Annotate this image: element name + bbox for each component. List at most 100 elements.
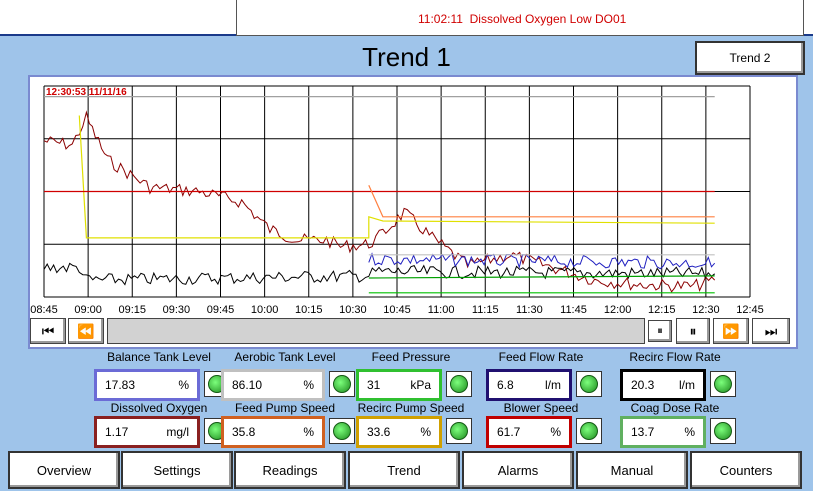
tab-readings[interactable]: Readings (234, 451, 346, 489)
reading-unit: % (178, 378, 189, 392)
reading-value: 35.8 (232, 425, 256, 439)
pause-icon: ⏸ (689, 322, 697, 339)
fast-forward-button[interactable]: ⏩ (713, 318, 749, 344)
reading-label: Feed Pressure (371, 350, 451, 364)
status-led-button[interactable] (710, 418, 736, 444)
reading-unit: mg/l (166, 425, 189, 439)
status-led-button[interactable] (329, 371, 355, 397)
status-led-icon (333, 375, 351, 393)
reading-value: 86.10 (232, 378, 263, 392)
reading-label: Recirc Pump Speed (357, 401, 465, 415)
reading-unit: % (303, 378, 314, 392)
x-tick-label: 11:00 (428, 304, 455, 316)
scroll-glyph: ⏸ (657, 324, 663, 337)
skip-to-end-icon: ⏭ (764, 322, 778, 339)
tab-manual[interactable]: Manual (576, 451, 688, 489)
reading-value: 13.7 (631, 425, 655, 439)
trend-plot: 08:45 09:00 09:15 09:30 09:45 10:00 10:15 10:30… (30, 85, 764, 316)
reading-value-box: 6.8 l/m (486, 369, 572, 401)
status-led-icon (333, 422, 351, 440)
reading-value-box: 17.83% (94, 369, 200, 401)
trend-scrollbar[interactable] (107, 318, 645, 344)
trend-series-line (43, 262, 716, 286)
trend-chart: 08:45 09:00 09:15 09:30 09:45 10:00 10:15 10:30… (28, 75, 798, 349)
reading-value: 20.3 (631, 378, 655, 392)
x-tick-label: 12:00 (604, 304, 632, 316)
trend-series-line (368, 275, 715, 279)
scroll-thumb[interactable]: ⏸ (648, 320, 672, 342)
status-led-button[interactable] (710, 371, 736, 397)
trend-series-line (368, 184, 715, 218)
status-led-icon (580, 422, 598, 440)
reading-value-box: 86.10% (221, 369, 325, 401)
status-led-icon (714, 422, 732, 440)
status-led-icon (450, 375, 468, 393)
reading-label: Balance Tank Level (107, 350, 211, 364)
status-led-button[interactable] (446, 418, 472, 444)
trend-timestamp: 12:30:53 11/11/16 (46, 87, 127, 98)
skip-to-start-button[interactable]: ⏮ (30, 318, 66, 344)
reading-unit: l/m (545, 378, 561, 392)
reading-value: 31 (367, 378, 381, 392)
trend2-button[interactable]: Trend 2 (695, 41, 805, 75)
status-led-button[interactable] (446, 371, 472, 397)
reading-value: 6.8 (497, 378, 514, 392)
reading-value-box: 31 kPa (356, 369, 442, 401)
x-tick-label: 10:30 (339, 304, 367, 316)
reading-unit: % (420, 425, 431, 439)
trend-series-line (43, 110, 716, 293)
reading-label: Dissolved Oxygen (110, 401, 208, 415)
reading-unit: % (303, 425, 314, 439)
x-tick-label: 08:45 (30, 304, 58, 316)
rewind-button[interactable]: ⏪ (68, 318, 104, 344)
x-tick-label: 11:15 (472, 304, 499, 316)
reading-value: 61.7 (497, 425, 521, 439)
pause-button[interactable]: ⏸ (676, 318, 710, 344)
reading-value: 33.6 (367, 425, 391, 439)
x-tick-label: 09:15 (118, 304, 146, 316)
reading-unit: % (684, 425, 695, 439)
reading-value: 17.83 (105, 378, 136, 392)
rewind-icon: ⏪ (77, 322, 95, 339)
reading-unit: % (550, 425, 561, 439)
tab-alarms[interactable]: Alarms (462, 451, 574, 489)
tab-trend[interactable]: Trend (348, 451, 460, 489)
x-tick-label: 10:15 (295, 304, 323, 316)
reading-unit: kPa (410, 378, 431, 392)
trend-series-line (368, 252, 716, 270)
reading-label: Feed Pump Speed (234, 401, 336, 415)
x-tick-label: 09:45 (207, 304, 235, 316)
tab-counters[interactable]: Counters (690, 451, 802, 489)
x-tick-label: 10:45 (383, 304, 411, 316)
x-tick-label: 10:00 (251, 304, 279, 316)
x-tick-label: 12:45 (736, 304, 764, 316)
reading-value-box: 35.8% (221, 416, 325, 448)
alarm-text: Dissolved Oxygen Low DO01 (469, 12, 627, 26)
page-title: Trend 1 (362, 42, 451, 72)
reading-value-box: 13.7% (620, 416, 706, 448)
x-tick-label: 12:30 (692, 304, 720, 316)
reading-value-box: 20.3 l/m (620, 369, 706, 401)
reading-value-box: 1.17 mg/l (94, 416, 200, 448)
reading-label: Feed Flow Rate (498, 350, 584, 364)
status-led-button[interactable] (576, 418, 602, 444)
alarm-banner[interactable] (236, 0, 804, 36)
skip-to-start-icon: ⏮ (41, 322, 55, 339)
status-led-icon (580, 375, 598, 393)
status-led-button[interactable] (576, 371, 602, 397)
tab-settings[interactable]: Settings (121, 451, 233, 489)
tab-overview[interactable]: Overview (8, 451, 120, 489)
status-led-icon (450, 422, 468, 440)
reading-value: 1.17 (105, 425, 129, 439)
reading-unit: l/m (679, 378, 695, 392)
x-tick-label: 11:30 (516, 304, 543, 316)
skip-to-end-button[interactable]: ⏭ (752, 318, 790, 344)
fast-forward-icon: ⏩ (722, 322, 740, 339)
status-led-button[interactable] (329, 418, 355, 444)
reading-label: Blower Speed (503, 401, 579, 415)
status-led-icon (714, 375, 732, 393)
reading-label: Aerobic Tank Level (234, 350, 336, 364)
x-tick-label: 09:00 (74, 304, 102, 316)
alarm-message: 11:02:11 Dissolved Oxygen Low DO01 (418, 12, 626, 26)
reading-value-box: 61.7% (486, 416, 572, 448)
